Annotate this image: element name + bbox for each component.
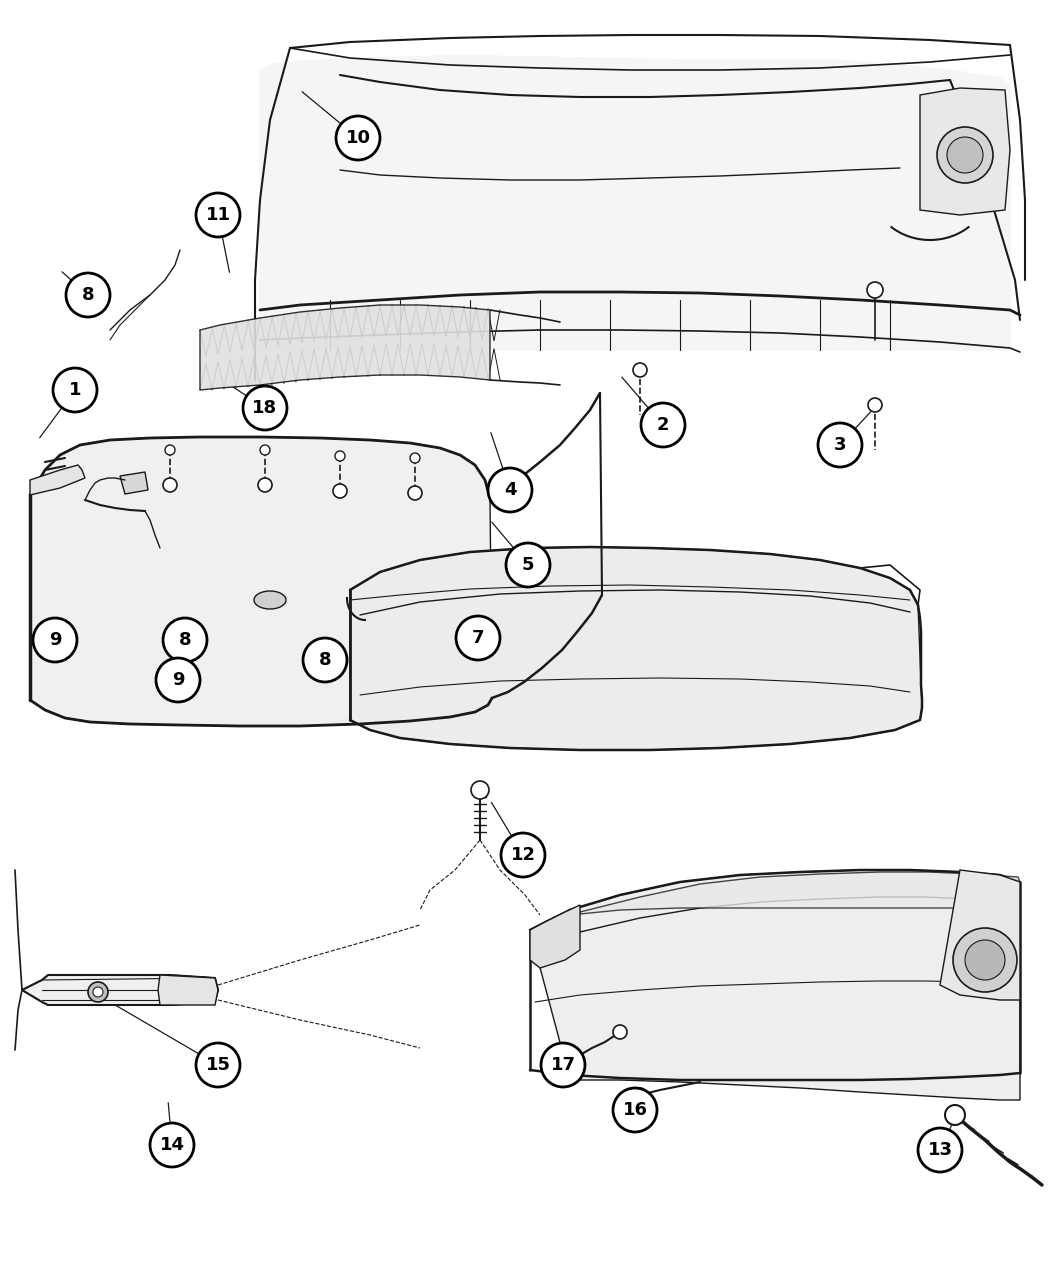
Text: 7: 7 [471,629,484,646]
Text: 5: 5 [522,556,534,574]
Polygon shape [30,437,492,725]
Circle shape [868,398,882,412]
Circle shape [640,403,685,448]
Circle shape [945,1105,965,1125]
Circle shape [471,782,489,799]
Polygon shape [530,872,1020,929]
Circle shape [953,928,1017,992]
Circle shape [408,486,422,500]
Circle shape [918,1128,962,1172]
Polygon shape [940,870,1020,1000]
Text: 18: 18 [252,399,277,417]
Circle shape [93,987,103,997]
Circle shape [456,616,500,660]
Circle shape [818,423,862,467]
Circle shape [488,468,532,513]
Circle shape [243,386,287,430]
Polygon shape [200,305,490,390]
Polygon shape [530,870,1020,1100]
Circle shape [163,478,177,492]
Text: 10: 10 [345,129,371,147]
Circle shape [196,1043,240,1088]
Circle shape [163,618,207,662]
Polygon shape [920,88,1010,215]
Text: 9: 9 [48,631,61,649]
Text: 8: 8 [178,631,191,649]
Polygon shape [30,465,85,495]
Text: 11: 11 [206,207,231,224]
Text: 12: 12 [510,847,536,864]
Polygon shape [158,975,218,1005]
Circle shape [52,368,97,412]
Polygon shape [530,905,580,968]
Circle shape [156,658,200,703]
Text: 9: 9 [172,671,184,688]
Circle shape [88,982,108,1002]
Circle shape [541,1043,585,1088]
Circle shape [613,1025,627,1039]
Polygon shape [350,547,922,750]
Circle shape [258,478,272,492]
Text: 16: 16 [623,1102,648,1119]
Circle shape [410,453,420,463]
Circle shape [333,484,347,499]
Circle shape [633,1088,647,1102]
Polygon shape [22,975,218,1005]
Text: 3: 3 [834,436,846,454]
Text: 14: 14 [160,1136,185,1154]
Ellipse shape [254,592,286,609]
Circle shape [336,116,380,159]
Text: 17: 17 [550,1056,575,1074]
Circle shape [965,940,1005,980]
Circle shape [633,363,647,377]
Circle shape [66,273,110,317]
Circle shape [303,638,346,682]
Polygon shape [120,472,148,493]
Text: 15: 15 [206,1056,231,1074]
Text: 8: 8 [319,652,332,669]
Circle shape [335,451,345,462]
Text: 8: 8 [82,286,94,303]
Text: 13: 13 [927,1141,952,1159]
Circle shape [506,543,550,586]
Circle shape [33,618,77,662]
Circle shape [165,445,175,455]
Polygon shape [260,56,1010,351]
Circle shape [613,1088,657,1132]
Text: 4: 4 [504,481,517,499]
Circle shape [937,128,993,184]
Circle shape [867,282,883,298]
Circle shape [501,833,545,877]
Text: 2: 2 [656,416,669,434]
Circle shape [260,445,270,455]
Circle shape [947,136,983,173]
Text: 1: 1 [68,381,81,399]
Circle shape [150,1123,194,1167]
Circle shape [196,193,240,237]
